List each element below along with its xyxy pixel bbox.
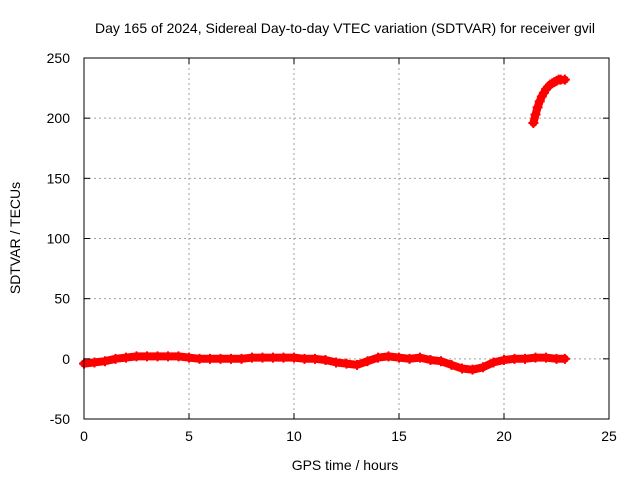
data-point [457,363,467,374]
data-point [205,353,215,364]
data-point [331,357,341,368]
data-point [289,352,299,363]
data-point [215,353,226,364]
x-tick-label: 25 [601,428,617,444]
data-point [373,352,383,363]
y-tick-label: 100 [47,231,71,247]
y-tick-label: -50 [50,411,70,427]
data-point [559,353,570,364]
data-point [532,102,543,113]
data-point [404,353,415,364]
data-point [559,74,570,85]
data-point [551,353,562,364]
x-tick-label: 20 [496,428,512,444]
series-2 [528,74,570,128]
data-point [100,356,110,367]
data-point [383,351,394,362]
data-point [341,358,352,369]
x-tick-label: 5 [185,428,193,444]
data-point [509,353,520,364]
y-tick-label: 200 [47,110,71,126]
ticks: 0 5 10 15 20 25 -50 0 50 100 150 200 250 [47,50,617,444]
data-point [173,351,184,362]
y-tick-label: 150 [47,170,71,186]
x-tick-label: 15 [391,428,407,444]
y-tick-label: 0 [62,351,70,367]
data-point [488,357,499,368]
data-point [394,352,404,363]
x-tick-label: 0 [80,428,88,444]
data-point [415,352,425,363]
data-point [257,352,268,363]
data-point [268,352,278,363]
data-point [194,353,205,364]
data-point [226,353,236,364]
data-point [89,357,100,368]
y-tick-label: 50 [54,291,70,307]
data-point [362,356,373,367]
data-point [163,351,173,362]
data-point [142,351,152,362]
data-point [446,359,457,370]
data-layer [79,74,570,375]
data-point [520,353,530,364]
data-point [467,364,478,375]
data-point [299,353,310,364]
data-point [436,356,446,367]
data-point [530,352,541,363]
data-point [528,117,539,128]
data-point [425,355,436,366]
data-point [310,353,320,364]
data-point [534,96,545,107]
data-point [541,352,551,363]
data-point [478,362,488,373]
data-point [499,355,509,366]
data-point [121,352,131,363]
data-point [152,351,163,362]
data-point [247,352,257,363]
data-point [530,109,541,120]
chart-title: Day 165 of 2024, Sidereal Day-to-day VTE… [95,20,595,36]
data-point [236,353,247,364]
x-axis-label: GPS time / hours [292,457,399,473]
data-point [184,352,194,363]
series-1 [79,351,570,375]
y-tick-label: 250 [47,50,71,66]
x-tick-label: 10 [286,428,302,444]
data-point [131,351,142,362]
data-point [352,359,362,370]
data-point [320,355,331,366]
y-axis-label: SDTVAR / TECUs [7,182,23,294]
data-point [110,353,121,364]
data-point [278,352,289,363]
